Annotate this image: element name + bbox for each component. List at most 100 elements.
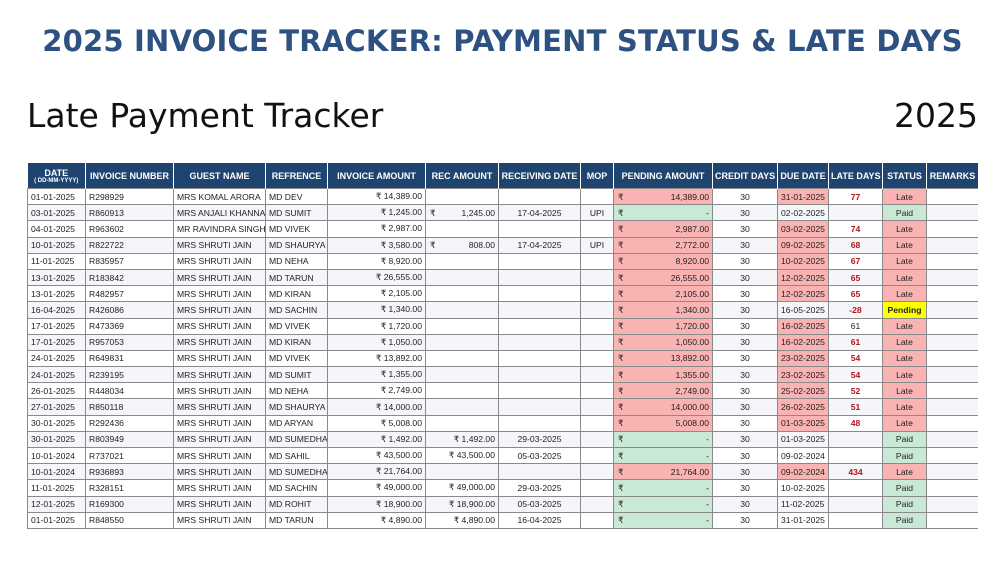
column-header-status[interactable]: STATUS <box>882 163 927 189</box>
due-date-cell[interactable]: 02-02-2025 <box>777 204 829 222</box>
invoice-amount-cell[interactable]: ₹ 4,890.00 <box>327 511 426 529</box>
receiving-date-cell[interactable] <box>498 317 581 335</box>
column-header-remarks[interactable]: REMARKS <box>926 163 978 189</box>
invoice-number-cell[interactable]: R473369 <box>85 317 174 335</box>
rec-amount-cell[interactable]: ₹ 18,900.00 <box>425 495 499 513</box>
due-date-cell[interactable]: 26-02-2025 <box>777 398 829 416</box>
invoice-amount-cell[interactable]: ₹ 3,580.00 <box>327 236 426 254</box>
date-cell[interactable]: 13-01-2025 <box>27 268 86 287</box>
invoice-number-cell[interactable]: R239195 <box>85 366 174 384</box>
rec-amount-cell[interactable]: ₹808.00 <box>425 236 499 254</box>
receiving-date-cell[interactable] <box>498 398 581 416</box>
credit-days-cell[interactable]: 30 <box>712 268 778 287</box>
status-cell[interactable]: Late <box>882 366 927 384</box>
rec-amount-cell[interactable]: ₹1,245.00 <box>425 204 499 222</box>
guest-name-cell[interactable]: MRS SHRUTI JAIN <box>173 495 266 513</box>
mop-cell[interactable] <box>580 285 614 303</box>
status-cell[interactable]: Late <box>882 333 927 351</box>
late-days-cell[interactable]: 48 <box>828 414 883 432</box>
reference-cell[interactable]: MD VIVEK <box>265 220 328 238</box>
invoice-number-cell[interactable]: R822722 <box>85 236 174 254</box>
date-cell[interactable]: 10-01-2025 <box>27 236 86 254</box>
pending-amount-cell[interactable]: ₹8,920.00 <box>613 252 713 270</box>
reference-cell[interactable]: MD KIRAN <box>265 333 328 351</box>
credit-days-cell[interactable]: 30 <box>712 463 778 481</box>
mop-cell[interactable] <box>580 479 614 497</box>
reference-cell[interactable]: MD SUMEDHA <box>265 430 328 449</box>
invoice-number-cell[interactable]: R850118 <box>85 398 174 416</box>
credit-days-cell[interactable]: 30 <box>712 382 778 400</box>
rec-amount-cell[interactable] <box>425 414 499 432</box>
invoice-number-cell[interactable]: R860913 <box>85 204 174 222</box>
reference-cell[interactable]: MD VIVEK <box>265 317 328 335</box>
pending-amount-cell[interactable]: ₹2,987.00 <box>613 220 713 238</box>
invoice-amount-cell[interactable]: ₹ 1,492.00 <box>327 430 426 449</box>
late-days-cell[interactable]: 52 <box>828 382 883 400</box>
pending-amount-cell[interactable]: ₹1,340.00 <box>613 301 713 319</box>
status-cell[interactable]: Late <box>882 317 927 335</box>
due-date-cell[interactable]: 03-02-2025 <box>777 220 829 238</box>
late-days-cell[interactable]: -28 <box>828 301 883 319</box>
remarks-cell[interactable] <box>926 220 978 238</box>
mop-cell[interactable] <box>580 382 614 400</box>
invoice-number-cell[interactable]: R957053 <box>85 333 174 351</box>
credit-days-cell[interactable]: 30 <box>712 187 778 206</box>
guest-name-cell[interactable]: MRS SHRUTI JAIN <box>173 349 266 368</box>
invoice-number-cell[interactable]: R737021 <box>85 446 174 465</box>
due-date-cell[interactable]: 12-02-2025 <box>777 285 829 303</box>
pending-amount-cell[interactable]: ₹14,000.00 <box>613 398 713 416</box>
date-cell[interactable]: 26-01-2025 <box>27 382 86 400</box>
status-cell[interactable]: Late <box>882 220 927 238</box>
remarks-cell[interactable] <box>926 204 978 222</box>
pending-amount-cell[interactable]: ₹5,008.00 <box>613 414 713 432</box>
rec-amount-cell[interactable] <box>425 349 499 368</box>
column-header-receiving-date[interactable]: RECEIVING DATE <box>498 163 581 189</box>
reference-cell[interactable]: MD ARYAN <box>265 414 328 432</box>
rec-amount-cell[interactable] <box>425 398 499 416</box>
mop-cell[interactable] <box>580 446 614 465</box>
status-cell[interactable]: Paid <box>882 430 927 449</box>
mop-cell[interactable] <box>580 398 614 416</box>
late-days-cell[interactable]: 65 <box>828 285 883 303</box>
date-cell[interactable]: 12-01-2025 <box>27 495 86 513</box>
late-days-cell[interactable]: 67 <box>828 252 883 270</box>
remarks-cell[interactable] <box>926 414 978 432</box>
invoice-number-cell[interactable]: R448034 <box>85 382 174 400</box>
pending-amount-cell[interactable]: ₹2,105.00 <box>613 285 713 303</box>
rec-amount-cell[interactable] <box>425 268 499 287</box>
rec-amount-cell[interactable] <box>425 187 499 206</box>
column-header-invoice-number[interactable]: INVOICE NUMBER <box>85 163 174 189</box>
guest-name-cell[interactable]: MRS SHRUTI JAIN <box>173 285 266 303</box>
due-date-cell[interactable]: 16-05-2025 <box>777 301 829 319</box>
remarks-cell[interactable] <box>926 349 978 368</box>
invoice-number-cell[interactable]: R292436 <box>85 414 174 432</box>
pending-amount-cell[interactable]: ₹21,764.00 <box>613 463 713 481</box>
remarks-cell[interactable] <box>926 430 978 449</box>
invoice-amount-cell[interactable]: ₹ 26,555.00 <box>327 268 426 287</box>
pending-amount-cell[interactable]: ₹26,555.00 <box>613 268 713 287</box>
invoice-number-cell[interactable]: R835957 <box>85 252 174 270</box>
date-cell[interactable]: 17-01-2025 <box>27 333 86 351</box>
status-cell[interactable]: Late <box>882 252 927 270</box>
guest-name-cell[interactable]: MRS ANJALI KHANNA <box>173 204 266 222</box>
guest-name-cell[interactable]: MRS SHRUTI JAIN <box>173 479 266 497</box>
invoice-amount-cell[interactable]: ₹ 2,105.00 <box>327 285 426 303</box>
late-days-cell[interactable] <box>828 446 883 465</box>
date-cell[interactable]: 16-04-2025 <box>27 301 86 319</box>
credit-days-cell[interactable]: 30 <box>712 317 778 335</box>
mop-cell[interactable] <box>580 463 614 481</box>
invoice-amount-cell[interactable]: ₹ 1,050.00 <box>327 333 426 351</box>
remarks-cell[interactable] <box>926 187 978 206</box>
credit-days-cell[interactable]: 30 <box>712 285 778 303</box>
reference-cell[interactable]: MD SHAURYA <box>265 398 328 416</box>
rec-amount-cell[interactable]: ₹ 43,500.00 <box>425 446 499 465</box>
reference-cell[interactable]: MD TARUN <box>265 268 328 287</box>
guest-name-cell[interactable]: MRS SHRUTI JAIN <box>173 301 266 319</box>
guest-name-cell[interactable]: MRS SHRUTI JAIN <box>173 333 266 351</box>
remarks-cell[interactable] <box>926 333 978 351</box>
status-cell[interactable]: Late <box>882 398 927 416</box>
column-header-credit-days[interactable]: CREDIT DAYS <box>712 163 778 189</box>
date-cell[interactable]: 10-01-2024 <box>27 446 86 465</box>
rec-amount-cell[interactable] <box>425 333 499 351</box>
mop-cell[interactable] <box>580 414 614 432</box>
